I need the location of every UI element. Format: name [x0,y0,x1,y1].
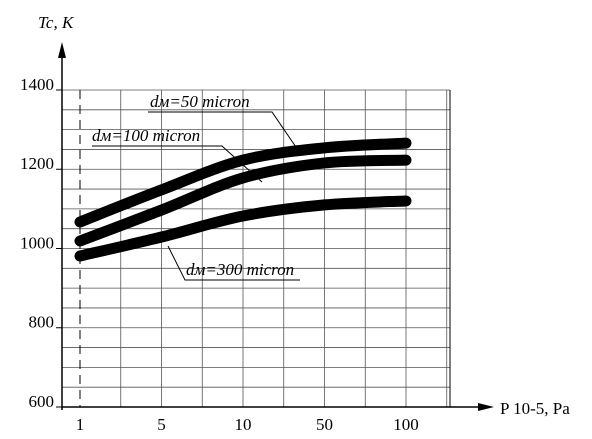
y-tick-label: 1200 [20,154,54,173]
y-tick-label: 800 [29,313,55,332]
y-arrow [58,42,66,58]
line [74,195,412,262]
y-tick-label: 1400 [20,75,54,94]
y-axis-label: Tc, K [38,13,75,32]
leader-line [167,245,300,281]
x-tick-label: 100 [393,415,419,434]
leader-line [92,145,263,183]
leader-line [148,111,299,151]
series-label: dм=100 micron [92,126,200,145]
series-label: dм=300 micron [186,260,294,279]
line [74,154,412,247]
line [74,137,412,228]
x-tick-label: 1 [76,415,85,434]
y-tick-label: 1000 [20,233,54,252]
x-axis-label: P 10-5, Pa [500,399,570,418]
x-arrow [478,403,494,411]
x-tick-label: 50 [316,415,333,434]
x-tick-label: 10 [235,415,252,434]
x-tick-label: 5 [157,415,166,434]
y-tick-label: 600 [29,392,55,411]
series-label: dм=50 micron [150,92,250,111]
